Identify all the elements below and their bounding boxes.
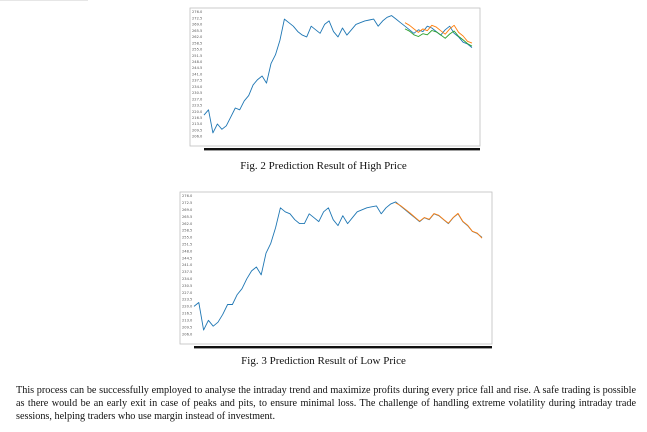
y-tick-label: 262.0 [192,35,203,39]
y-tick-label: 255.0 [192,48,203,52]
figure-2-caption: Fig. 2 Prediction Result of High Price [240,160,407,172]
y-tick-label: 220.0 [192,110,203,114]
y-tick-label: 213.0 [192,122,203,126]
y-tick-label: 255.0 [182,236,193,240]
y-tick-label: 230.5 [192,91,202,95]
body-paragraph: This process can be successfully employe… [16,385,636,423]
y-tick-label: 206.0 [192,135,203,139]
y-tick-label: 241.0 [182,263,193,267]
top-rule [0,0,88,1]
low-price-chart: 276.0 272.5 269.0 265.5 262.0 258.5 255.0 251.5… [179,191,493,349]
y-tick-label: 262.0 [182,222,193,226]
x-axis-bar [204,148,480,151]
plot-area [179,191,493,345]
x-axis-bar [194,346,492,349]
plot-area [189,7,481,147]
series-line-predicted [404,22,473,44]
high-price-chart: 276.0 272.5 269.0 265.5 262.0 258.5 255.0 251.5… [189,7,481,151]
y-tick-label: 230.5 [182,284,192,288]
y-tick-label: 251.5 [192,54,202,58]
y-tick-label: 223.5 [182,298,192,302]
y-tick-label: 220.0 [182,305,193,309]
y-tick-label: 216.5 [192,116,202,120]
y-tick-label: 227.0 [192,97,203,101]
y-tick-label: 227.0 [182,291,193,295]
y-tick-label: 269.0 [192,23,203,27]
y-tick-label: 213.0 [182,318,193,322]
y-tick-label: 276.0 [192,10,203,14]
figure-3-caption: Fig. 3 Prediction Result of Low Price [241,355,406,367]
y-tick-label: 206.0 [182,332,193,336]
y-tick-label: 258.5 [182,229,192,233]
y-tick-label: 244.5 [182,256,192,260]
series-line-predicted [395,202,483,239]
y-tick-label: 265.5 [192,29,202,33]
series-line-actual [203,15,473,134]
y-tick-label: 258.5 [192,41,202,45]
y-tick-label: 276.0 [182,194,193,198]
y-tick-label: 216.5 [182,312,192,316]
y-tick-label: 209.5 [182,325,192,329]
figure-2: 276.0 272.5 269.0 265.5 262.0 258.5 255.0 251.5… [176,6,486,158]
y-tick-label: 237.5 [192,79,202,83]
y-tick-label: 234.0 [182,277,193,281]
y-tick-label: 272.5 [192,16,202,20]
y-tick-label: 234.0 [192,85,203,89]
y-tick-label: 223.5 [192,104,202,108]
y-tick-label: 269.0 [182,208,193,212]
y-tick-label: 272.5 [182,201,192,205]
y-tick-label: 265.5 [182,215,192,219]
figure-3: 276.0 272.5 269.0 265.5 262.0 258.5 255.0 251.5… [166,190,496,350]
y-tick-label: 209.5 [192,128,202,132]
y-tick-label: 241.0 [192,72,203,76]
y-tick-label: 251.5 [182,243,192,247]
y-tick-label: 248.0 [192,60,203,64]
y-tick-label: 248.0 [182,249,193,253]
y-tick-label: 237.5 [182,270,192,274]
series-line-predicted_alt [404,28,473,47]
y-tick-label: 244.5 [192,66,202,70]
